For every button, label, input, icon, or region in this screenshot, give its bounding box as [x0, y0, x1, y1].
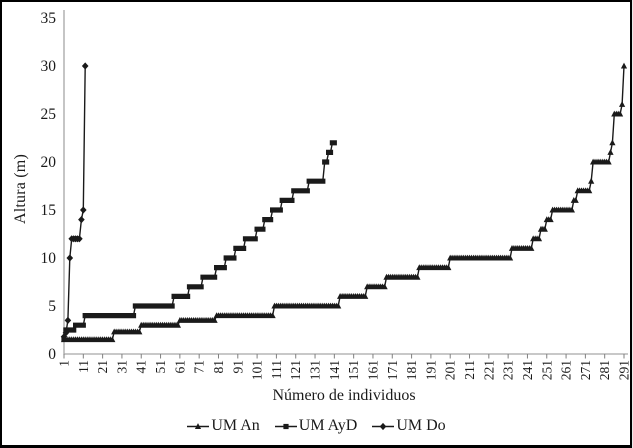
y-tick-label: 5 [48, 298, 56, 315]
series-line-um-do [63, 65, 86, 338]
series-line-um-ayd [63, 142, 335, 339]
x-tick-label: 171 [385, 360, 400, 380]
x-tick-label: 201 [443, 360, 458, 380]
x-tick-label: 111 [269, 360, 284, 379]
x-tick-label: 1 [57, 360, 72, 367]
x-tick-label: 251 [539, 360, 554, 380]
x-tick-label: 231 [501, 360, 516, 380]
chart-legend: UM An UM AyD UM Do [2, 417, 630, 435]
x-tick-label: 91 [230, 360, 245, 374]
x-tick-label: 281 [597, 360, 612, 380]
legend-item-um-an: UM An [186, 417, 260, 435]
legend-label-um-an: UM An [211, 417, 260, 434]
y-tick-label: 0 [48, 346, 56, 363]
x-tick-label: 11 [76, 360, 91, 373]
x-tick-label: 241 [520, 360, 535, 380]
legend-item-um-do: UM Do [371, 417, 446, 435]
x-tick-label: 31 [114, 360, 129, 374]
x-tick-label: 191 [423, 360, 438, 380]
series-markers-um-ayd-square [61, 140, 337, 342]
x-tick-label: 81 [211, 360, 226, 374]
y-tick-label: 25 [41, 106, 57, 123]
x-tick-label: 151 [346, 360, 361, 380]
x-tick-label: 291 [617, 360, 631, 380]
x-tick-label: 61 [172, 360, 187, 374]
series-markers-um-an-triangle [60, 62, 628, 343]
x-tick-label: 71 [192, 360, 207, 374]
x-tick-label: 21 [95, 360, 110, 374]
y-axis-title: Altura (m) [12, 154, 29, 224]
x-tick-label: 261 [559, 360, 574, 380]
y-tick-label: 30 [41, 58, 57, 75]
x-tick-label: 161 [365, 360, 380, 380]
x-tick-label: 221 [481, 360, 496, 380]
x-tick-label: 271 [578, 360, 593, 380]
legend-label-um-do: UM Do [396, 417, 446, 434]
x-tick-label: 141 [327, 360, 342, 380]
legend-label-um-ayd: UM AyD [298, 417, 358, 434]
x-tick-label: 41 [134, 360, 149, 374]
diamond-icon [372, 422, 395, 431]
x-axis-title: Número de individuos [272, 387, 416, 404]
x-tick-label: 131 [308, 360, 323, 380]
square-icon [274, 423, 297, 430]
y-tick-label: 20 [41, 154, 57, 171]
legend-item-um-ayd: UM AyD [274, 417, 358, 435]
x-tick-label: 211 [462, 360, 477, 380]
x-tick-label: 51 [153, 360, 168, 374]
triangle-icon [187, 423, 210, 429]
y-tick-label: 35 [41, 10, 57, 27]
x-tick-label: 121 [288, 360, 303, 380]
x-tick-label: 181 [404, 360, 419, 380]
x-tick-label: 101 [250, 360, 265, 380]
y-tick-label: 10 [41, 250, 57, 267]
y-tick-label: 15 [41, 202, 57, 219]
